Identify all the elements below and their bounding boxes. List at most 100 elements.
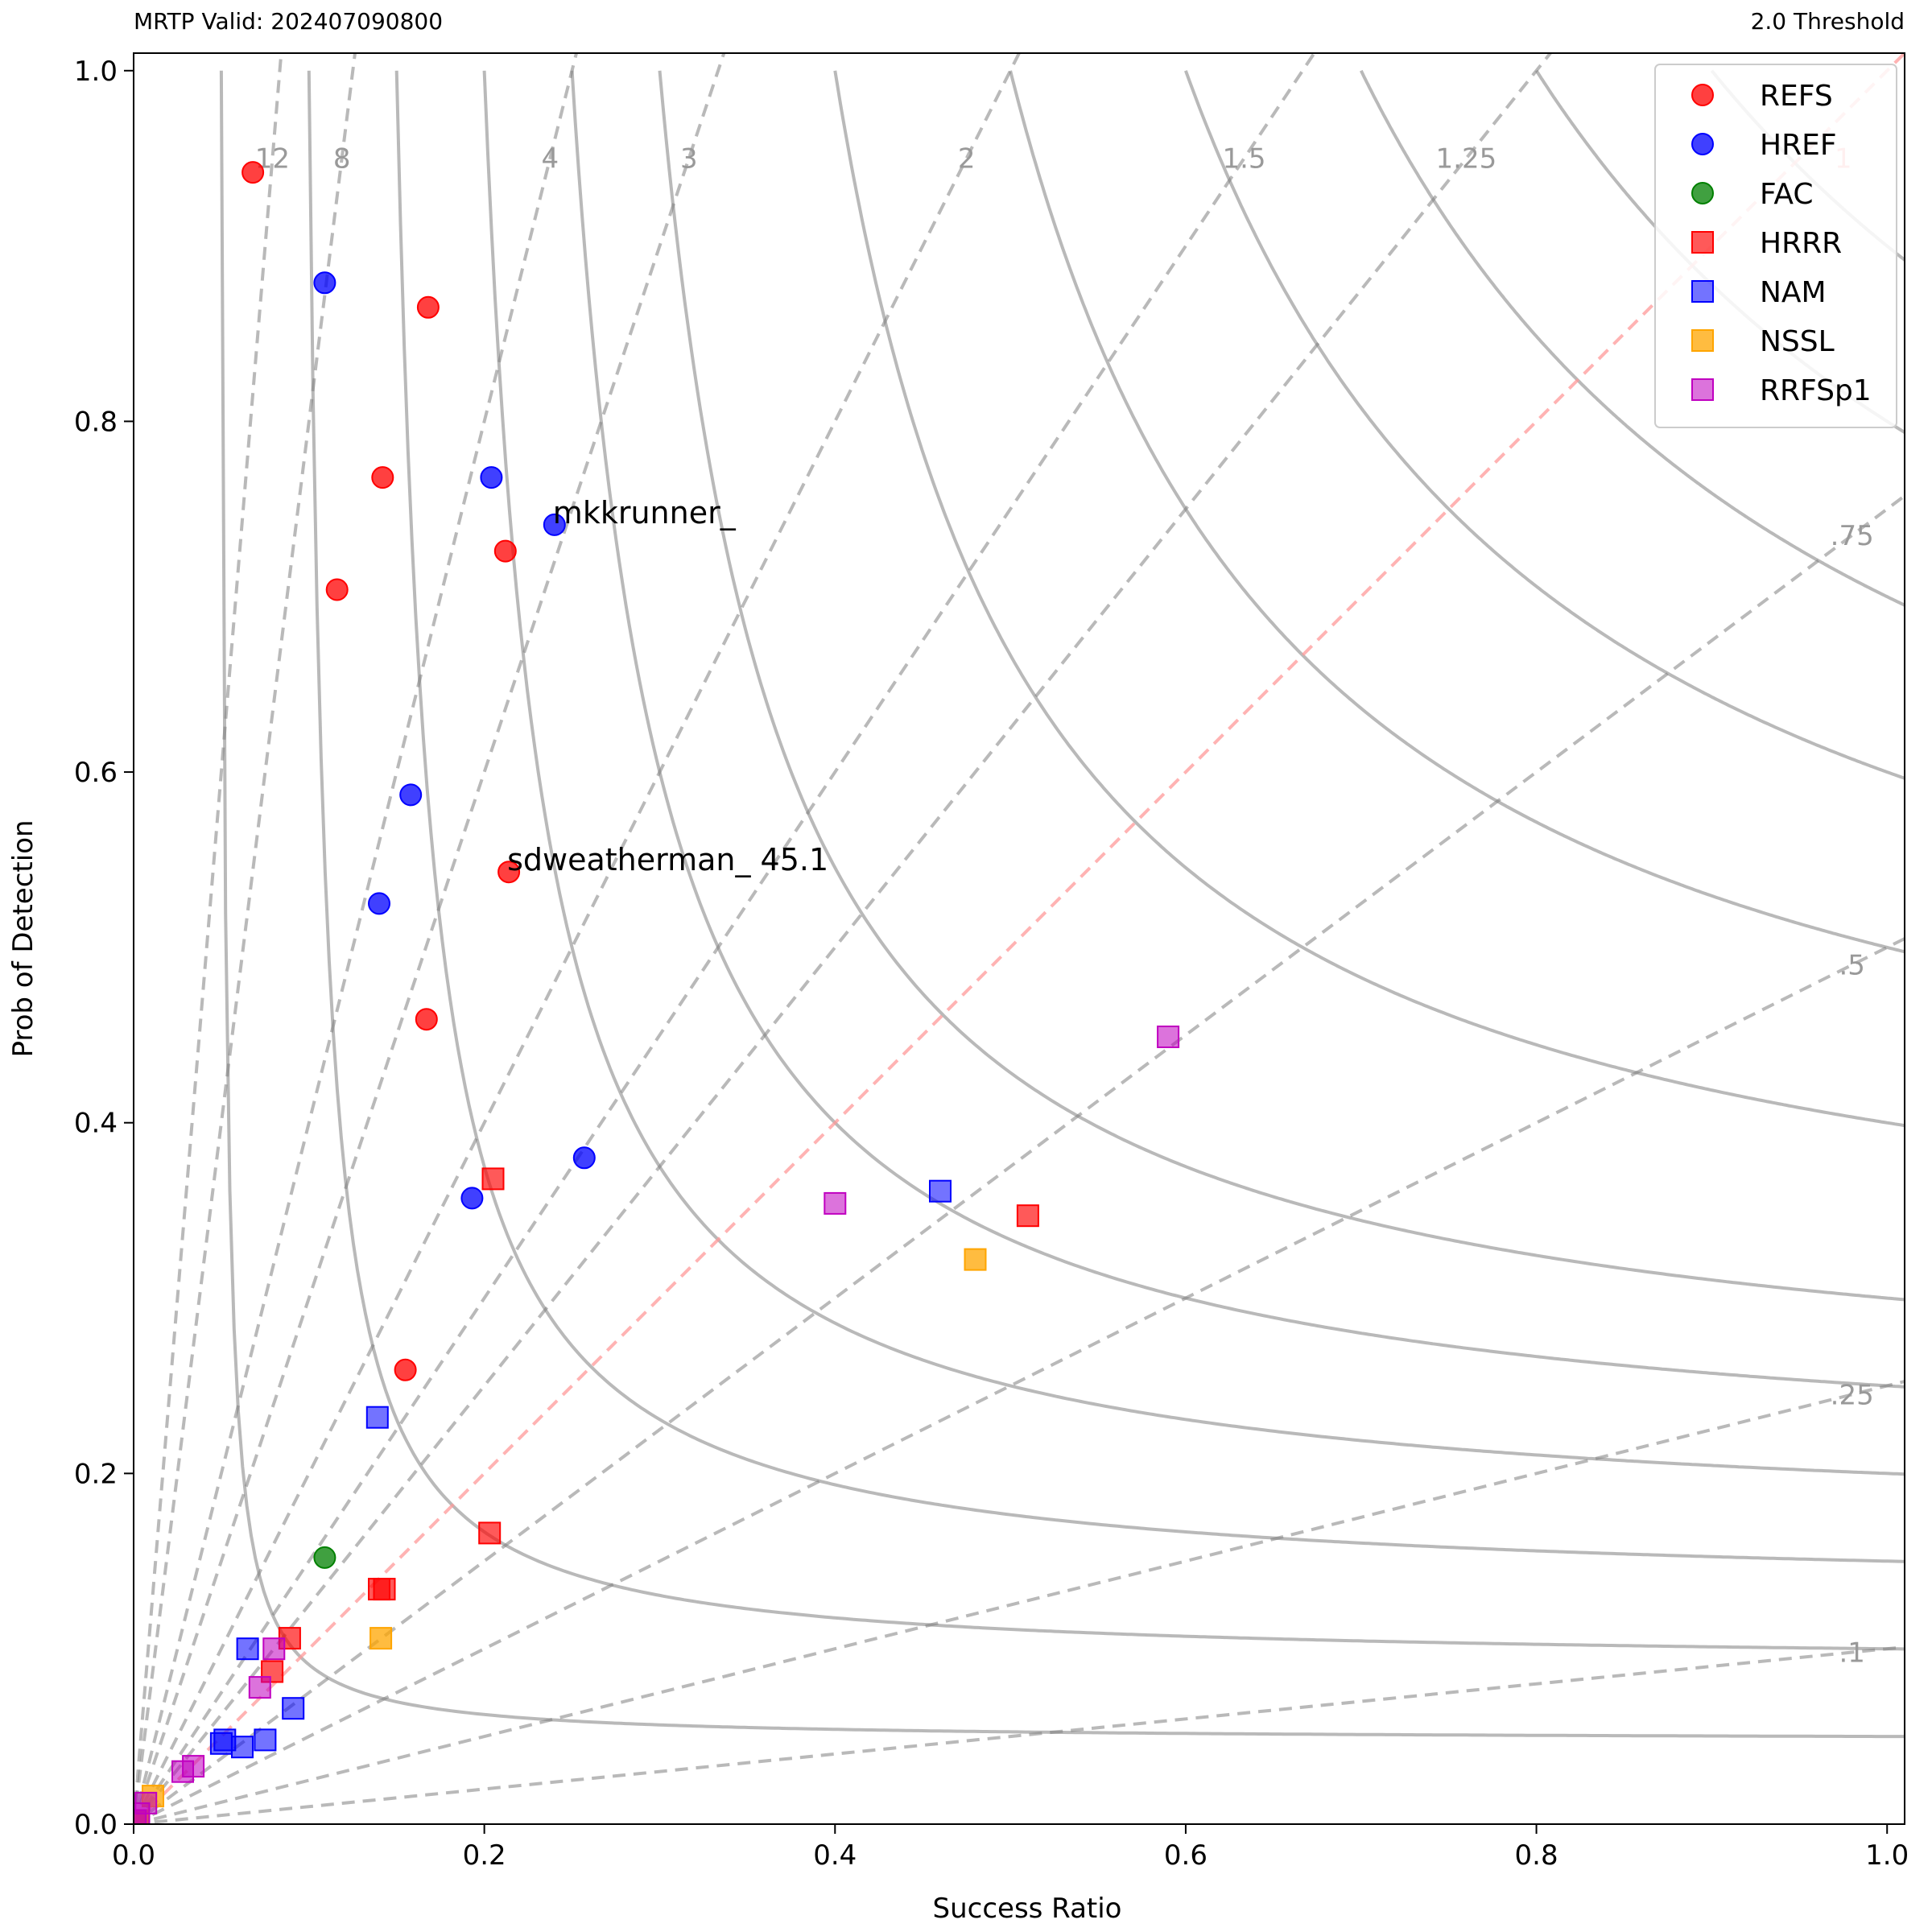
bias-label: 1.25 — [1436, 143, 1497, 175]
x-tick-label: 1.0 — [1865, 1839, 1909, 1872]
threshold-title: 2.0 Threshold — [1751, 8, 1905, 35]
point-href — [399, 783, 423, 807]
bias-label: .1 — [1839, 1637, 1864, 1670]
y-tick-label: 0.8 — [74, 406, 118, 438]
csi-line — [1009, 70, 1905, 954]
point-rrfsp1 — [248, 1676, 271, 1699]
bias-line — [134, 53, 1905, 1824]
legend-label: REFS — [1760, 80, 1833, 113]
bias-label: 4 — [541, 143, 559, 175]
bias-line — [134, 1379, 1905, 1824]
x-tick-label: 0.8 — [1515, 1839, 1558, 1872]
bias-line — [134, 53, 1553, 1824]
point-rrfsp1 — [134, 1809, 147, 1824]
point-refs — [325, 578, 349, 601]
plot-frame — [133, 52, 1905, 1825]
y-tick-label: 0.6 — [74, 757, 118, 789]
x-axis-label: Success Ratio — [933, 1893, 1122, 1925]
bias-label: 3 — [680, 143, 698, 175]
point-href — [480, 466, 503, 489]
y-tick-label: 0.2 — [74, 1458, 118, 1490]
point-fac — [313, 1546, 336, 1569]
point-refs — [371, 466, 394, 489]
x-tick-label: 0.6 — [1164, 1839, 1208, 1872]
bias-line — [134, 493, 1905, 1824]
point-href — [460, 1187, 484, 1210]
csi-line — [570, 70, 1905, 1389]
point-rrfsp1 — [824, 1191, 847, 1215]
point-hrrr — [1016, 1204, 1039, 1228]
csi-line — [658, 70, 1905, 1302]
y-axis-label: Prob of Detection — [7, 819, 39, 1057]
point-hrrr — [481, 1167, 505, 1191]
legend-marker — [1691, 231, 1714, 254]
bias-line — [134, 936, 1905, 1824]
data-points — [134, 161, 1180, 1824]
point-href — [368, 892, 390, 915]
bias-line — [134, 53, 357, 1824]
bias-line — [134, 1645, 1905, 1824]
y-tick-label: 1.0 — [74, 56, 118, 88]
bias-label: .5 — [1839, 950, 1864, 982]
bias-label: 2 — [958, 143, 976, 175]
legend-marker — [1691, 133, 1714, 155]
bias-line — [134, 53, 283, 1824]
bias-label: .75 — [1831, 520, 1874, 552]
bias-label: 1.5 — [1222, 143, 1265, 175]
csi-line — [394, 70, 1905, 1563]
x-axis: 0.0 0.2 0.4 0.6 0.8 1.0 — [112, 1824, 1909, 1872]
bias-line — [134, 53, 726, 1824]
point-nam — [213, 1728, 237, 1752]
point-rrfsp1 — [171, 1760, 194, 1783]
legend-label: HRRR — [1760, 227, 1842, 260]
y-axis: 0.0 0.2 0.4 0.6 0.8 1.0 — [74, 56, 134, 1841]
legend-marker — [1691, 329, 1714, 352]
bias-line — [134, 53, 1317, 1824]
point-refs — [394, 1358, 417, 1381]
x-tick-label: 0.4 — [813, 1839, 857, 1872]
point-nssl — [369, 1627, 393, 1650]
x-tick-label: 0.0 — [112, 1839, 155, 1872]
legend-label: RRFSp1 — [1760, 374, 1872, 407]
point-nam — [929, 1179, 952, 1203]
valid-time-title: MRTP Valid: 202407090800 — [134, 8, 443, 35]
legend-label: NSSL — [1760, 325, 1835, 358]
point-refs — [416, 295, 440, 319]
legend-item: REFS — [1691, 80, 1833, 113]
point-rrfsp1 — [1157, 1026, 1180, 1048]
point-refs — [497, 861, 521, 884]
point-nssl — [964, 1248, 987, 1271]
csi-line — [1184, 70, 1905, 780]
csi-line — [833, 70, 1905, 1128]
legend: REFS HREF FAC HRRR NAM NSSL RRFSp1 — [1654, 64, 1897, 428]
bias-line — [134, 53, 1022, 1824]
point-hrrr — [478, 1521, 502, 1545]
point-annotation: sdweatherman_ 45.1 — [507, 842, 828, 877]
point-refs — [493, 539, 517, 563]
legend-item: HRRR — [1691, 227, 1842, 260]
csi-line — [482, 70, 1905, 1476]
point-nam — [365, 1406, 389, 1429]
legend-marker — [1691, 182, 1714, 204]
csi-line — [219, 70, 1905, 1739]
annotations: mkkrunner_ sdweatherman_ 45.1 — [507, 495, 828, 877]
y-tick-label: 0.4 — [74, 1108, 118, 1140]
bias-line — [134, 53, 579, 1824]
y-tick-label: 0.0 — [74, 1809, 118, 1841]
point-refs — [415, 1008, 438, 1031]
legend-marker — [1691, 378, 1714, 401]
bias-label: 8 — [333, 143, 351, 175]
point-refs — [242, 161, 265, 184]
point-nam — [282, 1697, 305, 1720]
point-annotation: mkkrunner_ — [553, 495, 737, 530]
bias-label: .25 — [1831, 1379, 1874, 1411]
point-href — [313, 271, 336, 295]
legend-item: HREF — [1691, 129, 1837, 162]
point-nam — [236, 1637, 259, 1661]
legend-box — [1654, 64, 1897, 428]
csi-line — [1360, 69, 1905, 607]
point-href — [543, 513, 566, 536]
point-hrrr — [368, 1578, 390, 1601]
